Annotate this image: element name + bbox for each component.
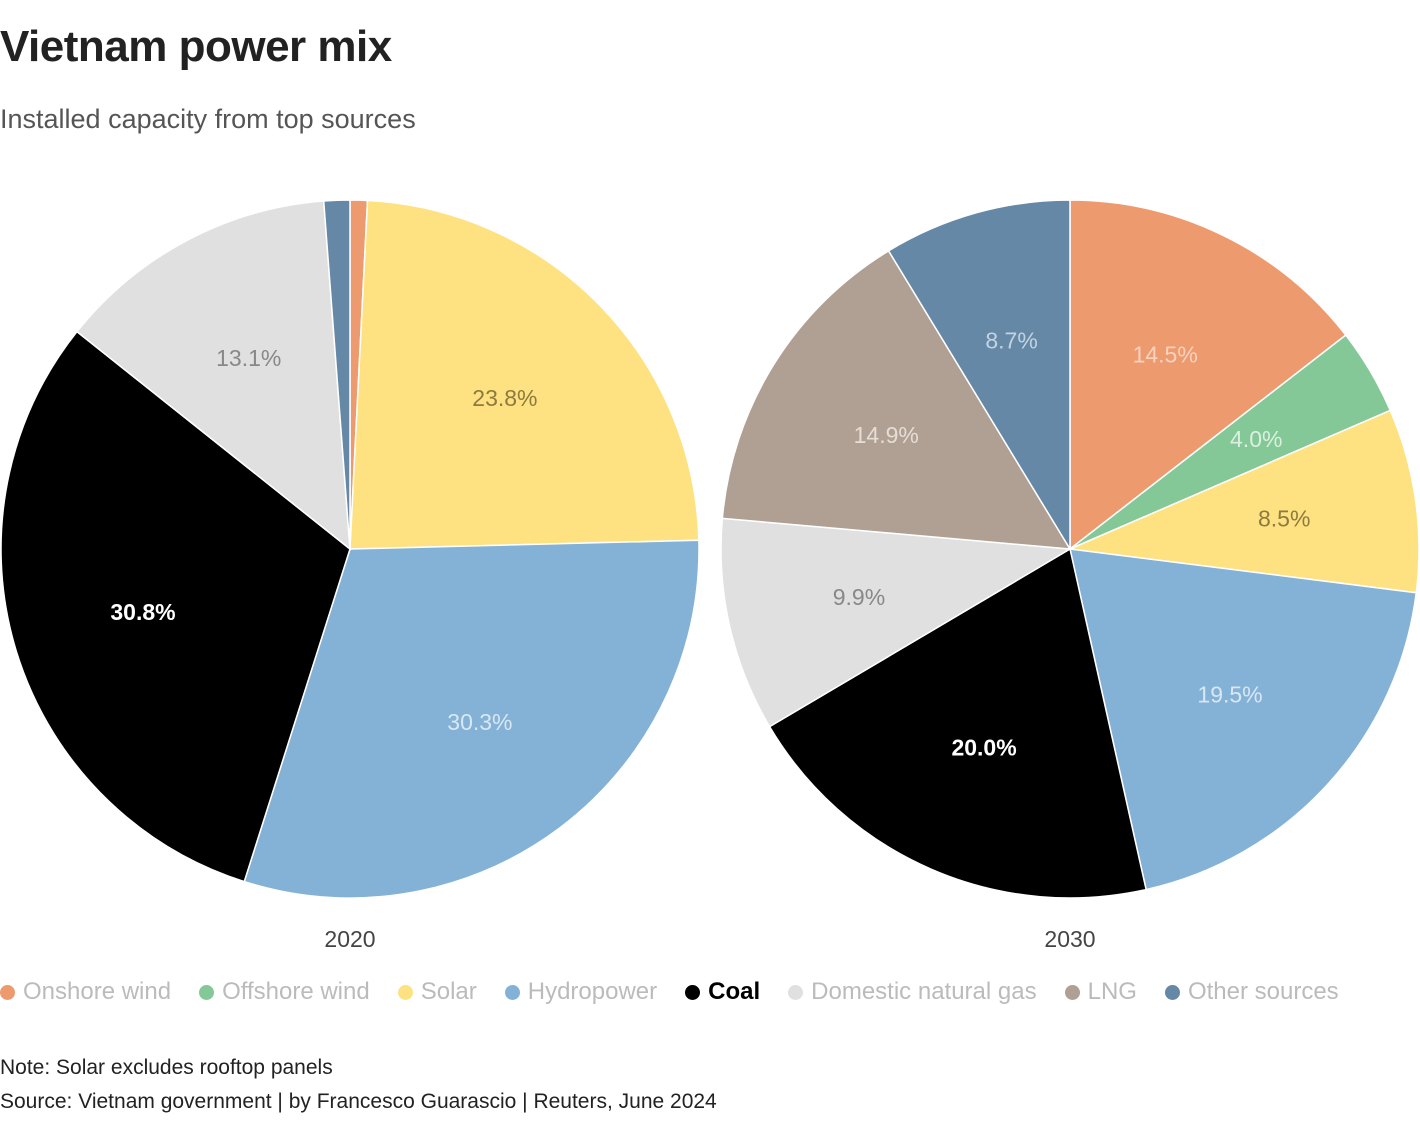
pie-slice-2020-domestic-natural-gas [75,200,351,551]
pie-slice-2030-lng [721,249,1072,550]
pie-year-label: 2030 [1044,926,1095,952]
legend-label: Other sources [1187,978,1339,1005]
legend-swatch [788,984,804,1000]
data-label: 9.9% [833,584,885,610]
legend-label: Onshore wind [23,978,172,1005]
pie-slice-2030-onshore-wind [1069,199,1347,551]
data-label: 4.0% [1230,426,1282,452]
legend-label: Offshore wind [222,978,370,1005]
data-label: 14.5% [1133,342,1198,368]
pie-slice-2030-solar [1067,409,1420,594]
pie-slice-2020-solar [349,199,700,550]
pie-slice-2030-coal [768,547,1148,899]
pie-year-label: 2020 [324,926,375,952]
data-label: 30.3% [447,709,512,735]
pie-slice-2020-hydropower [243,539,700,899]
pie-slice-2030-other-sources [887,199,1071,552]
data-label: 30.8% [110,599,175,625]
legend-item[interactable]: LNG [1064,978,1137,1006]
legend-item[interactable]: Onshore wind [0,978,171,1006]
pie-slice-2020-coal [0,330,351,883]
data-label: 8.5% [1258,506,1310,532]
note: Note: Solar excludes rooftop panels [0,1056,333,1079]
source: Source: Vietnam government | by Francesc… [0,1090,717,1113]
legend-item[interactable]: Solar [397,978,477,1006]
legend-swatch [504,984,520,1000]
pie-charts: 23.8% 30.3% 30.8% 13.1% 2020 14.5% 4.0% 8.5% 19.… [0,199,1420,952]
legend-swatch [1064,984,1080,1000]
data-label: 8.7% [985,328,1037,354]
legend-item[interactable]: Hydropower [504,978,658,1006]
data-label: 13.1% [216,345,281,371]
chart-title: Vietnam power mix [0,22,392,71]
data-label: 14.9% [854,422,919,448]
pie-slice-2030-hydropower [1069,548,1418,891]
legend-item[interactable]: Domestic natural gas [788,978,1037,1006]
legend-label: Domestic natural gas [811,978,1037,1005]
legend-label: Coal [708,978,761,1005]
pie-slice-2020-other-sources [322,199,351,550]
legend-swatch [0,984,15,1000]
data-label: 20.0% [951,735,1016,761]
data-label: 23.8% [472,385,537,411]
legend-item[interactable]: Offshore wind [199,978,370,1006]
legend-swatch [685,984,701,1000]
legend-label: Solar [420,978,477,1005]
legend-item[interactable]: Coal [685,978,760,1006]
data-label: 19.5% [1197,682,1262,708]
legend: Onshore wind Offshore wind Solar Hydropower… [0,978,1339,1006]
legend-label: Hydropower [527,978,658,1005]
legend-label: LNG [1087,978,1137,1005]
legend-item[interactable]: Other sources [1164,978,1339,1006]
chart-subtitle: Installed capacity from top sources [0,104,416,134]
legend-swatch [397,984,413,1000]
legend-swatch [1164,984,1180,1000]
legend-swatch [199,984,215,1000]
pie-slice-2030-domestic-natural-gas [720,517,1073,728]
